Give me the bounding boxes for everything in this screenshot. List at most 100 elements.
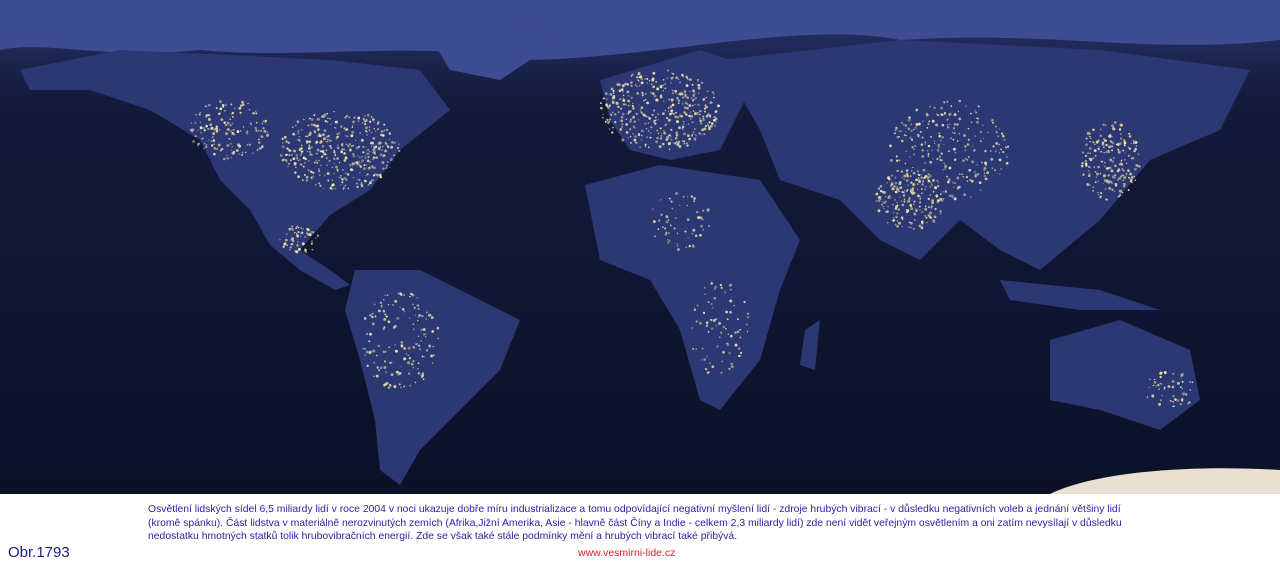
city-light <box>430 354 433 358</box>
city-light <box>630 110 632 112</box>
city-light <box>195 113 197 116</box>
city-light <box>667 107 670 110</box>
city-light <box>257 129 260 132</box>
city-light <box>389 361 393 365</box>
city-light <box>364 123 367 126</box>
city-light <box>701 128 704 132</box>
city-light <box>660 138 662 140</box>
city-light <box>326 121 329 123</box>
continents <box>0 0 1280 494</box>
city-light <box>1160 399 1162 402</box>
city-light <box>305 251 307 253</box>
city-light <box>437 337 440 340</box>
city-light <box>1122 149 1125 152</box>
city-light <box>708 121 711 124</box>
city-light <box>674 90 677 93</box>
city-light <box>721 360 723 363</box>
city-light <box>395 370 399 374</box>
city-light <box>682 75 684 78</box>
city-light <box>334 120 338 124</box>
city-light <box>924 188 927 191</box>
city-light <box>319 164 322 167</box>
city-light <box>192 139 196 143</box>
city-light <box>676 248 680 251</box>
city-light <box>983 172 986 174</box>
city-light <box>342 186 346 189</box>
city-light <box>266 133 269 137</box>
city-light <box>373 145 375 147</box>
city-light <box>1110 145 1114 148</box>
city-light <box>674 115 677 119</box>
city-light <box>640 81 644 85</box>
city-light <box>639 75 642 79</box>
city-light <box>964 157 967 160</box>
asia <box>720 40 1250 270</box>
city-light <box>681 125 685 129</box>
city-light <box>414 314 417 316</box>
city-light <box>420 340 422 342</box>
city-light <box>1160 383 1163 385</box>
city-light <box>896 212 899 215</box>
city-light <box>295 227 297 230</box>
city-light <box>898 129 901 132</box>
city-light <box>1172 385 1175 388</box>
city-light <box>688 90 691 93</box>
city-light <box>907 118 911 122</box>
city-light <box>1114 176 1116 179</box>
city-light <box>652 220 656 223</box>
city-light <box>926 221 928 224</box>
city-light <box>926 126 929 129</box>
city-light <box>632 107 635 110</box>
city-light <box>1167 385 1171 389</box>
city-light <box>922 168 926 172</box>
city-light <box>231 111 235 115</box>
city-light <box>357 120 360 123</box>
city-light <box>393 154 396 157</box>
city-light <box>624 82 627 86</box>
city-light <box>366 134 368 136</box>
city-light <box>417 367 419 370</box>
city-light <box>630 96 633 100</box>
city-light <box>699 119 702 123</box>
city-light <box>1163 371 1167 374</box>
city-light <box>916 170 919 173</box>
city-light <box>702 117 705 120</box>
city-light <box>310 123 314 126</box>
city-light <box>627 100 630 102</box>
city-light <box>938 134 941 138</box>
city-light <box>670 109 674 113</box>
city-light <box>907 184 909 187</box>
city-light <box>703 127 707 131</box>
city-light <box>944 165 948 169</box>
city-light <box>915 123 919 127</box>
city-light <box>950 137 952 139</box>
city-light <box>927 153 930 155</box>
city-light <box>704 124 708 128</box>
city-light <box>336 157 339 160</box>
city-light <box>689 78 692 81</box>
city-light <box>927 173 930 176</box>
city-light <box>904 124 908 127</box>
city-light <box>229 124 232 127</box>
city-light <box>302 165 305 168</box>
website-link[interactable]: www.vesmirni-lide.cz <box>578 547 676 559</box>
city-light <box>931 184 933 186</box>
city-light <box>730 365 734 369</box>
city-light <box>625 131 629 134</box>
city-light <box>984 177 988 181</box>
city-light <box>931 199 935 203</box>
city-light <box>1107 174 1110 177</box>
city-light <box>747 316 749 319</box>
city-light <box>643 114 646 117</box>
city-light <box>421 315 424 318</box>
city-light <box>422 378 425 381</box>
city-light <box>1185 393 1188 396</box>
city-light <box>364 157 367 159</box>
city-light <box>1090 137 1092 140</box>
city-light <box>1102 123 1105 126</box>
city-light <box>252 111 255 115</box>
city-light <box>313 114 316 116</box>
city-light <box>298 139 301 142</box>
city-light <box>231 146 234 148</box>
city-light <box>412 346 415 349</box>
